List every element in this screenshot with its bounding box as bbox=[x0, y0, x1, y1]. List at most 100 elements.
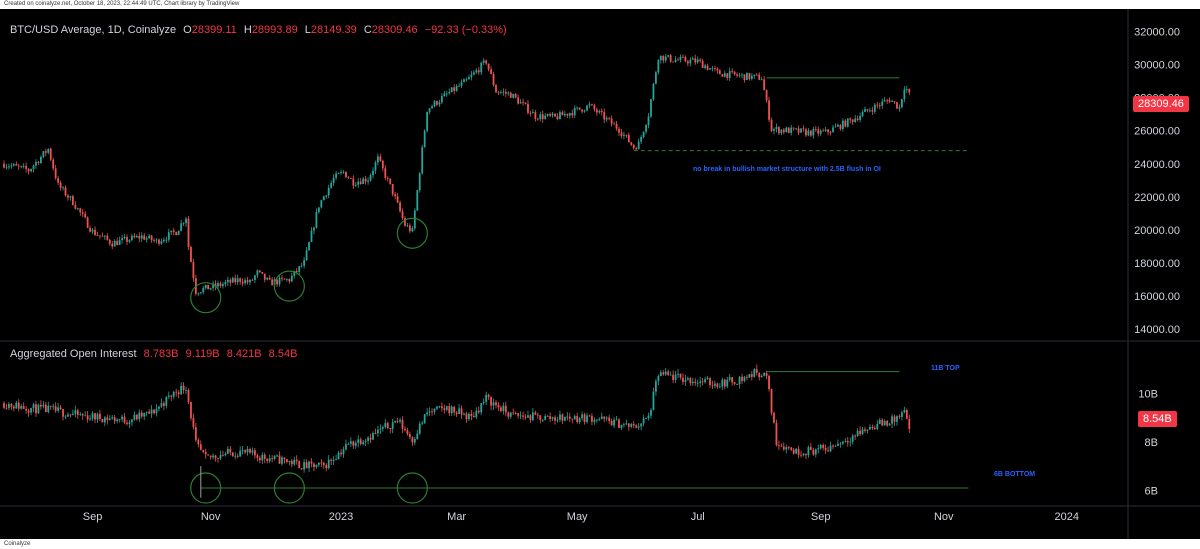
oi-candle-body bbox=[598, 419, 601, 420]
price-candle-body bbox=[372, 170, 374, 176]
oi-candle-body bbox=[325, 465, 328, 469]
price-candle-body bbox=[480, 62, 483, 73]
price-candle-body bbox=[214, 283, 217, 287]
price-candle-body bbox=[349, 178, 352, 179]
price-candle-body bbox=[701, 60, 704, 68]
oi-candle-body bbox=[25, 408, 28, 411]
price-candle-body bbox=[62, 187, 64, 189]
price-candle-body bbox=[507, 92, 510, 94]
oi-candle-body bbox=[721, 379, 724, 387]
last-oi-tag: 8.54B bbox=[1138, 411, 1177, 427]
oi-candle-body bbox=[758, 372, 761, 378]
price-candle-body bbox=[581, 109, 583, 112]
oi-candle-body bbox=[714, 383, 716, 386]
oi-candle-body bbox=[440, 406, 443, 409]
price-candle-body bbox=[805, 129, 807, 136]
price-candle-body bbox=[290, 275, 293, 282]
oi-candle-body bbox=[180, 385, 183, 395]
price-candle-body bbox=[598, 111, 601, 113]
price-candle-body bbox=[76, 208, 79, 210]
price-candle-body bbox=[12, 164, 15, 166]
price-candle-body bbox=[153, 240, 155, 242]
price-candle-body bbox=[691, 58, 694, 60]
oi-candle-body bbox=[428, 411, 431, 413]
price-legend: BTC/USD Average, 1D, Coinalyze O28399.11… bbox=[10, 24, 507, 36]
price-candle-body bbox=[674, 59, 677, 62]
oi-candle-body bbox=[421, 422, 424, 424]
price-candle-body bbox=[778, 127, 780, 134]
price-candle-body bbox=[502, 91, 505, 93]
oi-candle-body bbox=[490, 397, 492, 406]
price-candle-body bbox=[49, 148, 52, 160]
oi-candle-body bbox=[753, 369, 756, 377]
price-candle-body bbox=[652, 83, 655, 100]
price-candle-body bbox=[202, 288, 205, 293]
price-candle-body bbox=[514, 93, 517, 98]
price-candle-body bbox=[497, 92, 500, 94]
oi-candle-body bbox=[418, 423, 421, 434]
price-candle-body bbox=[782, 129, 785, 133]
symbol-label: BTC/USD Average, 1D, Coinalyze bbox=[10, 24, 177, 36]
footer-brand: Coinalyze bbox=[0, 539, 1200, 549]
oi-candle-body bbox=[507, 412, 510, 417]
price-candle-body bbox=[335, 173, 337, 178]
price-candle-body bbox=[704, 65, 706, 68]
price-candle-body bbox=[723, 73, 726, 77]
oi-candle-body bbox=[197, 440, 200, 445]
oi-candle-body bbox=[669, 374, 672, 376]
price-candle-body bbox=[455, 86, 458, 91]
oi-candle-body bbox=[861, 429, 864, 435]
price-tick-label: 22000.00 bbox=[1134, 192, 1180, 204]
price-candle-body bbox=[330, 182, 333, 188]
price-candle-body bbox=[901, 99, 903, 108]
price-candle-body bbox=[310, 230, 313, 243]
price-candle-body bbox=[846, 118, 849, 127]
oi-candle-body bbox=[859, 430, 861, 435]
price-candle-body bbox=[736, 74, 738, 76]
oi-candle-body bbox=[883, 420, 886, 426]
oi-candle-body bbox=[615, 419, 618, 421]
price-candle-body bbox=[591, 104, 593, 106]
oi-candle-body bbox=[696, 382, 699, 384]
price-candle-body bbox=[527, 103, 529, 113]
close-value: 28309.46 bbox=[371, 24, 418, 36]
price-candle-body bbox=[332, 177, 335, 183]
price-candle-body bbox=[669, 55, 672, 62]
price-candle-body bbox=[135, 235, 138, 238]
price-candles[interactable] bbox=[3, 53, 911, 296]
price-candle-body bbox=[450, 87, 453, 93]
chart-canvas[interactable]: 32000.0030000.0028000.0026000.0024000.00… bbox=[0, 9, 1200, 539]
oi-candles[interactable] bbox=[3, 364, 911, 473]
price-candle-body bbox=[463, 79, 465, 83]
price-candle-body bbox=[694, 58, 697, 63]
price-candle-body bbox=[126, 236, 128, 242]
price-candle-body bbox=[876, 104, 879, 106]
oi-candle-body bbox=[273, 455, 276, 459]
oi-candle-body bbox=[35, 404, 37, 414]
price-candle-body bbox=[123, 236, 126, 239]
oi-candle-body bbox=[480, 403, 483, 413]
oi-candle-body bbox=[472, 416, 475, 418]
oi-candle-body bbox=[150, 409, 153, 414]
price-candle-body bbox=[197, 293, 200, 295]
oi-candle-body bbox=[608, 417, 611, 421]
price-candle-body bbox=[487, 63, 490, 70]
price-candle-body bbox=[728, 71, 731, 78]
oi-candle-body bbox=[760, 375, 763, 378]
oi-candle-body bbox=[190, 401, 192, 419]
oi-candle-body bbox=[718, 386, 721, 388]
oi-candle-body bbox=[359, 439, 362, 445]
oi-candle-body bbox=[226, 448, 229, 454]
price-candle-body bbox=[180, 223, 183, 231]
price-candle-body bbox=[190, 247, 192, 263]
price-tick-label: 18000.00 bbox=[1134, 258, 1180, 270]
price-candle-body bbox=[396, 196, 399, 203]
price-candle-body bbox=[699, 59, 702, 61]
oi-candle-body bbox=[765, 373, 768, 376]
oi-candle-body bbox=[229, 448, 232, 453]
price-candle-body bbox=[827, 129, 829, 133]
price-candle-body bbox=[219, 283, 222, 286]
oi-candle-body bbox=[86, 415, 89, 420]
oi-candle-body bbox=[746, 376, 748, 378]
oi-candle-body bbox=[514, 413, 517, 414]
